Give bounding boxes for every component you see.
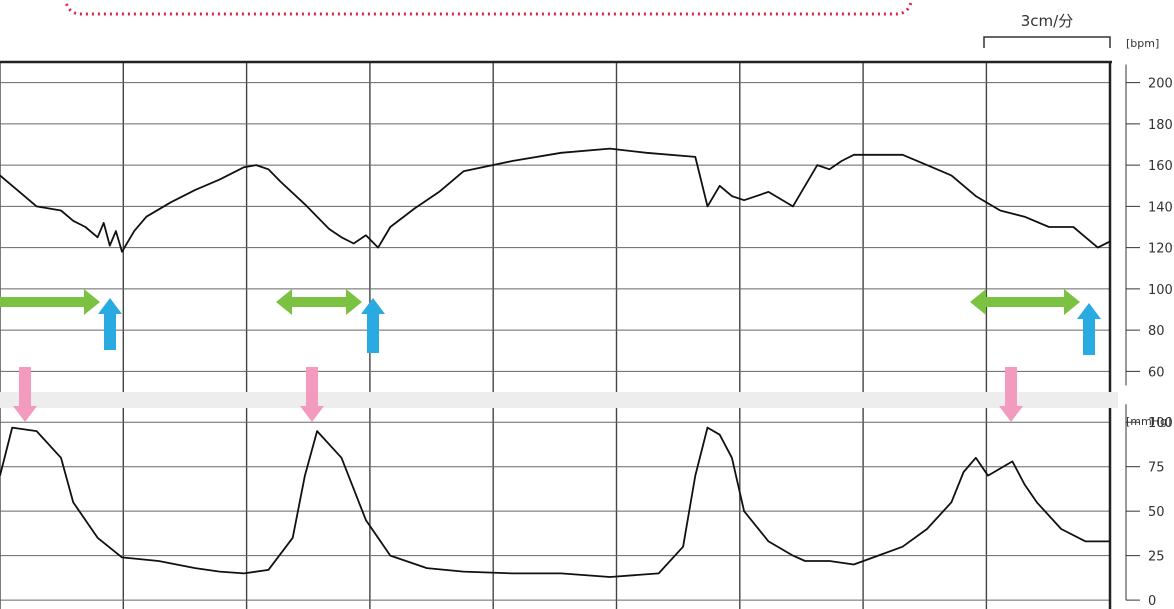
pink-down-arrow xyxy=(13,367,37,422)
axis-tick-label: 100 xyxy=(1148,416,1173,431)
axis-tick-label: 50 xyxy=(1148,505,1165,520)
axis-tick-label: 75 xyxy=(1148,461,1165,476)
axis-unit: [bpm] xyxy=(1126,37,1159,50)
annotation-arrows xyxy=(0,289,1101,422)
axis-tick-label: 80 xyxy=(1148,324,1165,339)
separator-band xyxy=(0,392,1118,408)
blue-up-arrow xyxy=(361,298,385,353)
blue-up-arrow xyxy=(98,298,122,350)
fetal-heart-rate-trace xyxy=(0,147,1111,253)
axis-tick-label: 180 xyxy=(1148,118,1173,133)
axis-unit: [mmHg] xyxy=(1126,415,1171,428)
uc-axis: 0 25 50 75 100[mmHg] xyxy=(1125,404,1173,609)
green-double-arrow xyxy=(276,289,362,315)
axis-tick-label: 200 xyxy=(1148,77,1173,92)
uterine-contraction-trace xyxy=(0,426,1110,578)
scale-bracket xyxy=(983,36,1111,48)
axis-tick-label: 140 xyxy=(1148,200,1173,215)
axis-tick-label: 0 xyxy=(1148,594,1156,609)
uc-panel xyxy=(0,408,1112,609)
axis-tick-label: 100 xyxy=(1148,283,1173,298)
green-double-arrow xyxy=(970,289,1080,315)
axis-tick-label: 160 xyxy=(1148,159,1173,174)
fhr-panel xyxy=(0,60,1112,392)
axis-tick-label: 25 xyxy=(1148,550,1165,565)
blue-up-arrow xyxy=(1077,303,1101,355)
scale-label: 3cm/分 xyxy=(1021,12,1073,30)
callout-box xyxy=(64,0,913,16)
axis-tick-label: 60 xyxy=(1148,365,1165,380)
green-double-arrow xyxy=(0,289,100,315)
axis-tick-label: 120 xyxy=(1148,242,1173,257)
pink-down-arrow xyxy=(999,367,1023,422)
fhr-axis: 60 80 100 120 140 160 180 200 [bpm] xyxy=(1125,37,1173,386)
pink-down-arrow xyxy=(300,367,324,422)
